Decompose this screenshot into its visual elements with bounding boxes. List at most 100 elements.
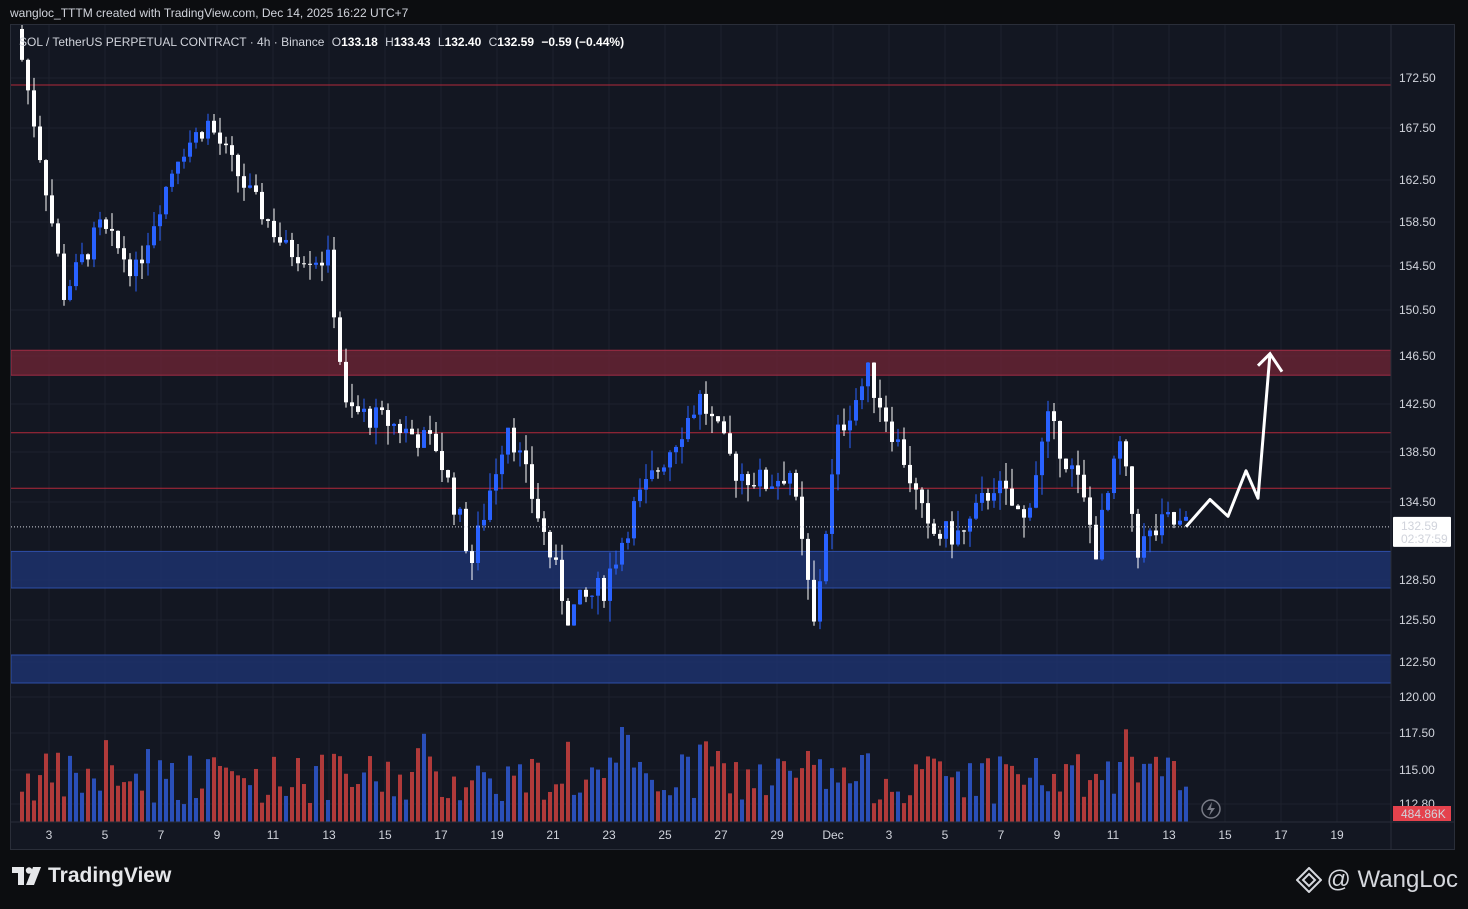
volume-bar [326,799,330,822]
y-tick-label: 128.50 [1399,573,1436,587]
volume-bar [950,777,954,822]
candle-body [662,467,666,472]
x-tick-label: 5 [942,828,949,842]
candle-body [440,451,444,471]
y-tick-label: 162.50 [1399,173,1436,187]
volume-bar [680,754,684,822]
volume-bar [422,733,426,822]
volume-bar [350,786,354,822]
volume-bar [230,771,234,822]
volume-bar [548,791,552,822]
candle-body [470,551,474,564]
candle-body [80,254,84,263]
price-badge-value: 132.59 [1401,519,1438,533]
candle-body [926,503,930,524]
volume-bar [146,749,150,822]
candle-body [938,533,942,539]
x-tick-label: 7 [158,828,165,842]
volume-bar [878,799,882,822]
volume-bar [1094,773,1098,822]
open-value: 133.18 [341,35,378,49]
x-tick-label: 7 [998,828,1005,842]
volume-bar [710,766,714,822]
volume-bar [938,761,942,822]
volume-bar [410,771,414,822]
volume-bar [920,769,924,822]
volume-bar [626,734,630,822]
volume-bar [392,796,396,822]
candle-body [902,439,906,465]
chart-caption: wangloc_TTTM created with TradingView.co… [10,6,409,20]
volume-bar [122,782,126,822]
candle-body [320,262,324,266]
y-tick-label: 154.50 [1399,259,1436,273]
volume-bar [212,757,216,822]
candle-body [242,176,246,188]
candle-body [830,474,834,534]
volume-bar [314,766,318,822]
candle-body [290,239,294,258]
volume-bar [512,775,516,822]
candle-body [314,262,318,265]
y-tick-label: 138.50 [1399,445,1436,459]
candle-body [26,59,30,91]
candle-body [476,525,480,564]
candle-body [1184,516,1188,521]
volume-bar [290,787,294,822]
volume-bar [812,764,816,822]
candle-body [512,427,516,453]
candle-body [1088,497,1092,525]
volume-bar [962,797,966,822]
x-tick-label: 3 [46,828,53,842]
candle-body [326,249,330,266]
tradingview-logo[interactable]: TradingView [12,864,171,888]
candle-body [278,237,282,243]
candle-body [860,386,864,401]
volume-bar [638,761,642,822]
candle-body [584,589,588,597]
candle-body [1148,530,1152,537]
candle-body [212,120,216,133]
candle-body [194,132,198,143]
candle-body [1028,507,1032,518]
open-label: O [331,35,342,49]
volume-bar [998,756,1002,822]
candle-body [44,160,48,196]
x-tick-label: 23 [602,828,616,842]
price-chart[interactable]: 172.50 167.50 162.50 158.50 154.50 150.50 146.… [11,25,1455,850]
volume-bar [266,794,270,822]
candle-body [980,493,984,503]
plot-background [11,25,1454,849]
candle-body [710,413,714,417]
volume-bar [1100,780,1104,822]
volume-bar [1118,761,1122,822]
candle-body [950,521,954,545]
volume-bar [224,767,228,822]
candle-body [98,219,102,228]
candle-body [374,407,378,428]
candle-body [206,120,210,139]
chart-area[interactable]: 172.50 167.50 162.50 158.50 154.50 150.50 146.… [10,24,1455,850]
candle-body [152,226,156,246]
y-tick-label: 120.00 [1399,690,1436,704]
volume-badge-value: 484.86K [1401,807,1446,821]
x-tick-label: 15 [1218,828,1232,842]
candle-body [944,521,948,539]
high-label: H [385,35,394,49]
candle-body [782,480,786,484]
volume-bar [884,778,888,822]
candle-body [1124,441,1128,467]
volume-bar [902,803,906,822]
candle-body [20,29,24,60]
volume-bar [374,781,378,822]
x-tick-label: 21 [546,828,560,842]
candle-body [248,185,252,188]
volume-bar [890,791,894,822]
candle-body [1166,512,1170,515]
volume-bar [794,777,798,822]
volume-bar [1058,791,1062,822]
symbol-legend: SOL / TetherUS PERPETUAL CONTRACT · 4h ·… [19,35,624,49]
volume-bar [662,790,666,822]
candle-body [1178,520,1182,525]
candle-body [452,477,456,515]
